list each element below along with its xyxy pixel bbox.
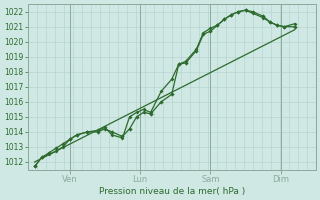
X-axis label: Pression niveau de la mer( hPa ): Pression niveau de la mer( hPa ) [99, 187, 245, 196]
